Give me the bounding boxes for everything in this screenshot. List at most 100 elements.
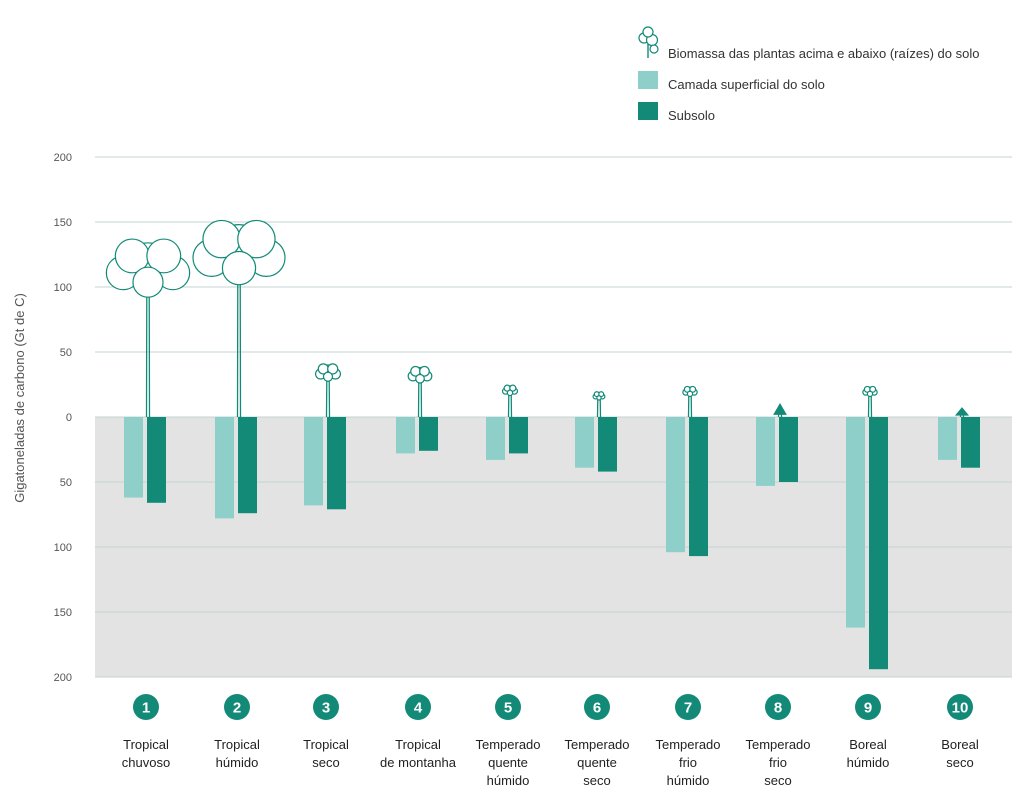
y-tick-label: 50 [60, 347, 72, 359]
category-badges: 1 2 3 4 5 6 7 8 9 10 [133, 694, 973, 720]
category-badge-2 [224, 694, 250, 720]
y-tick-label: 150 [54, 217, 72, 229]
category-label-3: Tropical [303, 737, 349, 752]
category-number-9: 9 [864, 700, 872, 717]
bar-subsoil-6 [598, 417, 617, 472]
y-axis-ticks: 200 150 100 50 0 50 100 150 200 [54, 152, 72, 684]
soil-bars [124, 417, 980, 670]
bar-topsoil-9 [846, 417, 865, 628]
category-labels: Tropical chuvoso Tropical húmido Tropical sec… [122, 737, 979, 788]
y-axis-label: Gigatoneladas de carbono (Gt de C) [12, 293, 27, 503]
category-badge-8 [765, 694, 791, 720]
category-number-5: 5 [504, 700, 512, 717]
category-label-2: Tropical [214, 737, 260, 752]
biomass-tree-1 [105, 238, 191, 418]
tree-trunk [507, 393, 513, 418]
tree-trunk [596, 398, 602, 418]
tree-crown [686, 390, 694, 398]
bar-topsoil-8 [756, 417, 775, 486]
category-number-4: 4 [414, 700, 423, 717]
category-badge-4 [405, 694, 431, 720]
legend: Biomassa das plantas acima e abaixo (raí… [638, 26, 979, 123]
y-tick-label: 0 [66, 412, 72, 424]
tree-crown [866, 390, 874, 398]
y-tick-label: 50 [60, 477, 72, 489]
category-label-4: Tropical [395, 737, 441, 752]
bar-topsoil-3 [304, 417, 323, 506]
tree-crown [596, 395, 602, 401]
category-label-7: húmido [667, 773, 710, 788]
category-label-5: quente [488, 755, 528, 770]
bar-subsoil-5 [509, 417, 528, 454]
y-tick-label: 100 [54, 542, 72, 554]
tree-trunk [867, 394, 873, 418]
category-badge-5 [495, 694, 521, 720]
biomass-tree-6 [592, 391, 606, 418]
tree-crown [506, 389, 514, 397]
tree-trunk [687, 394, 693, 418]
y-tick-label: 150 [54, 607, 72, 619]
biomass-tree-3 [314, 363, 342, 418]
y-tick-label: 200 [54, 152, 72, 164]
bar-topsoil-2 [215, 417, 234, 519]
category-label-8: frio [769, 755, 787, 770]
tree-crown [773, 402, 787, 415]
category-label-6: seco [583, 773, 610, 788]
category-number-2: 2 [233, 700, 241, 717]
legend-swatch-topsoil [638, 71, 658, 89]
bar-subsoil-4 [419, 417, 438, 451]
bar-topsoil-4 [396, 417, 415, 454]
category-label-8: seco [764, 773, 791, 788]
bar-topsoil-6 [575, 417, 594, 468]
bar-subsoil-3 [327, 417, 346, 510]
tree-crown [322, 371, 334, 382]
category-label-9: húmido [847, 755, 890, 770]
tree-crown [415, 373, 425, 384]
y-tick-label: 200 [54, 672, 72, 684]
legend-label-biomass: Biomassa das plantas acima e abaixo (raí… [668, 46, 979, 61]
category-number-1: 1 [142, 700, 150, 717]
category-label-7: frio [679, 755, 697, 770]
tree-crown [132, 266, 164, 298]
y-tick-label: 100 [54, 282, 72, 294]
biomass-tree-8 [773, 402, 787, 418]
legend-label-topsoil: Camada superficial do solo [668, 77, 825, 92]
category-label-10: seco [946, 755, 973, 770]
category-label-3: seco [312, 755, 339, 770]
category-number-7: 7 [684, 700, 692, 717]
category-label-8: Temperado [745, 737, 810, 752]
bar-subsoil-7 [689, 417, 708, 557]
biomass-tree-2 [192, 219, 286, 418]
bar-topsoil-1 [124, 417, 143, 498]
category-badge-7 [675, 694, 701, 720]
category-label-4: de montanha [380, 755, 457, 770]
category-label-10: Boreal [941, 737, 979, 752]
tree-crown [221, 250, 257, 286]
category-label-7: Temperado [655, 737, 720, 752]
legend-tree-icon [638, 26, 659, 58]
category-number-3: 3 [322, 700, 330, 717]
category-badge-3 [313, 694, 339, 720]
legend-label-subsoil: Subsolo [668, 108, 715, 123]
tree-trunk [417, 380, 423, 418]
legend-swatch-subsoil [638, 102, 658, 120]
tree-crown [146, 238, 182, 274]
category-badge-1 [133, 694, 159, 720]
category-label-2: húmido [216, 755, 259, 770]
bar-topsoil-7 [666, 417, 685, 553]
bar-subsoil-1 [147, 417, 166, 503]
category-number-8: 8 [774, 700, 782, 717]
biomass-tree-4 [407, 365, 433, 418]
category-badge-9 [855, 694, 881, 720]
category-badge-6 [584, 694, 610, 720]
tree-crown [327, 363, 339, 375]
category-label-6: quente [577, 755, 617, 770]
bar-subsoil-9 [869, 417, 888, 670]
category-label-6: Temperado [564, 737, 629, 752]
category-number-6: 6 [593, 700, 601, 717]
tree-trunk [145, 287, 151, 418]
tree-crown [419, 365, 430, 377]
biomass-tree-7 [682, 385, 698, 418]
tree-crown [237, 219, 276, 259]
